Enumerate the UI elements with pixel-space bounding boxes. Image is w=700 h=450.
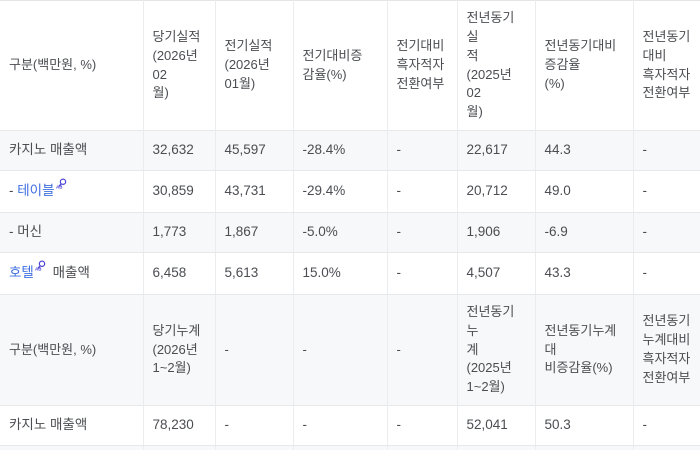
- cell-value: 30,859: [143, 170, 216, 213]
- row-label: - 테이블 AB: [0, 170, 144, 213]
- column-header-current-cumulative: 당기누계 (2026년 1~2월): [143, 294, 216, 407]
- cell-value: -: [633, 445, 700, 450]
- cell-value: 52.7: [535, 445, 634, 450]
- row-label-prefix: -: [9, 183, 14, 198]
- cell-value: 1,906: [457, 212, 536, 253]
- cell-value: 74,590: [143, 445, 216, 450]
- column-header-mom-turnaround: 전기대비 흑자적자 전환여부: [387, 0, 458, 132]
- cell-value: -: [293, 405, 388, 446]
- row-label-suffix: 매출액: [52, 264, 90, 280]
- row-casino-revenue-cumulative: 카지노 매출액 78,230 - - - 52,041 50.3 -: [0, 405, 700, 446]
- cell-value: -: [387, 405, 458, 446]
- cell-value: 48,856: [457, 445, 536, 450]
- row-label: 호텔 AB 매출액: [0, 252, 144, 295]
- row-table-revenue-monthly: - 테이블 AB 30,859 43,731 -29.4% - 20,712 49…: [0, 170, 700, 213]
- column-header-current-month-result: 당기실적 (2026년02 월): [143, 0, 216, 132]
- row-label: - 머신: [0, 212, 144, 253]
- row-machine-revenue-monthly: - 머신 1,773 1,867 -5.0% - 1,906 -6.9 -: [0, 212, 700, 253]
- column-header-empty: -: [215, 294, 294, 407]
- cell-value: -: [387, 445, 458, 450]
- svg-text:AB: AB: [35, 266, 42, 271]
- cell-value: -: [387, 170, 458, 213]
- column-header-prev-month-result: 전기실적 (2026년 01월): [215, 0, 294, 132]
- cell-value: -: [633, 252, 700, 295]
- cell-value: -: [293, 445, 388, 450]
- column-header-yoy-cumulative: 전년동기누 계 (2025년 1~2월): [457, 294, 536, 407]
- cell-value: -: [633, 405, 700, 446]
- cell-value: 15.0%: [293, 252, 388, 295]
- cell-value: -: [633, 170, 700, 213]
- cell-value: -: [633, 212, 700, 253]
- cell-value: -: [215, 405, 294, 446]
- row-label: 카지노 매출액: [0, 405, 144, 446]
- dictionary-lookup-icon[interactable]: AB: [35, 260, 46, 271]
- cell-value: 45,597: [215, 130, 294, 171]
- row-casino-revenue-monthly: 카지노 매출액 32,632 45,597 -28.4% - 22,617 44…: [0, 130, 700, 171]
- cell-value: 49.0: [535, 170, 634, 213]
- cell-value: 43,731: [215, 170, 294, 213]
- column-header-yoy-turnaround: 전년동기 대비 흑자적자 전환여부: [633, 0, 700, 132]
- glossary-link-hotel[interactable]: 호텔: [9, 264, 34, 280]
- column-header-yoy-cumulative-turnaround: 전년동기 누계대비 흑자적자 전환여부: [633, 294, 700, 407]
- column-header-mom-change-rate: 전기대비증 감율(%): [293, 0, 388, 132]
- cell-value: 5,613: [215, 252, 294, 295]
- column-header-category: 구분(백만원, %): [0, 0, 144, 132]
- column-header-yoy-month-result: 전년동기실 적 (2025년02 월): [457, 0, 536, 132]
- column-header-yoy-change-rate: 전년동기대비 증감율 (%): [535, 0, 634, 132]
- column-header-empty: -: [387, 294, 458, 407]
- cell-value: 52,041: [457, 405, 536, 446]
- dictionary-lookup-icon[interactable]: AB: [56, 178, 67, 189]
- header-row-cumulative: 구분(백만원, %) 당기누계 (2026년 1~2월) - - - 전년동기누…: [0, 294, 700, 407]
- row-label: 카지노 매출액: [0, 130, 144, 171]
- cell-value: 32,632: [143, 130, 216, 171]
- row-table-revenue-cumulative: - 테이블 74,590 - - - 48,856 52.7 -: [0, 445, 700, 450]
- column-header-category: 구분(백만원, %): [0, 294, 144, 407]
- cell-value: 1,867: [215, 212, 294, 253]
- cell-value: -28.4%: [293, 130, 388, 171]
- glossary-link-table[interactable]: 테이블: [17, 183, 55, 198]
- cell-value: -: [633, 130, 700, 171]
- cell-value: 43.3: [535, 252, 634, 295]
- cell-value: -29.4%: [293, 170, 388, 213]
- cell-value: 44.3: [535, 130, 634, 171]
- cell-value: -6.9: [535, 212, 634, 253]
- cell-value: -: [387, 212, 458, 253]
- cell-value: -: [215, 445, 294, 450]
- cell-value: -: [387, 130, 458, 171]
- cell-value: -5.0%: [293, 212, 388, 253]
- cell-value: 22,617: [457, 130, 536, 171]
- svg-text:AB: AB: [56, 185, 63, 190]
- cell-value: 78,230: [143, 405, 216, 446]
- column-header-yoy-cumulative-change-rate: 전년동기누계대 비증감율(%): [535, 294, 634, 407]
- row-label: - 테이블: [0, 445, 144, 450]
- row-hotel-revenue-monthly: 호텔 AB 매출액 6,458 5,613 15.0% - 4,507 43.3 …: [0, 252, 700, 295]
- cell-value: 1,773: [143, 212, 216, 253]
- cell-value: 4,507: [457, 252, 536, 295]
- header-row-monthly: 구분(백만원, %) 당기실적 (2026년02 월) 전기실적 (2026년 …: [0, 0, 700, 132]
- column-header-empty: -: [293, 294, 388, 407]
- cell-value: 20,712: [457, 170, 536, 213]
- cell-value: -: [387, 252, 458, 295]
- cell-value: 50.3: [535, 405, 634, 446]
- cell-value: 6,458: [143, 252, 216, 295]
